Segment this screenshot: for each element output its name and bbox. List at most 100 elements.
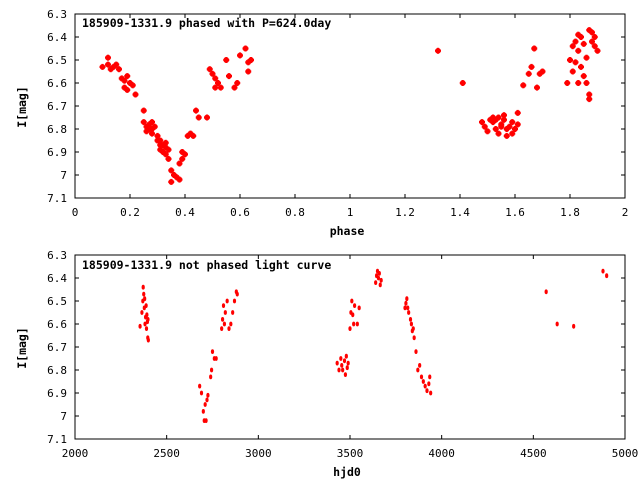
data-point <box>145 312 149 318</box>
phased-light-curve-panel: 185909-1331.9 phased with P=624.0day I[m… <box>15 8 628 238</box>
data-point <box>113 61 120 68</box>
data-point <box>589 29 595 36</box>
data-point <box>204 418 208 423</box>
data-point <box>210 349 215 354</box>
data-point <box>376 275 381 281</box>
y-tick-label: 7 <box>60 169 67 182</box>
data-point <box>578 63 584 70</box>
data-point <box>428 374 432 380</box>
data-point <box>378 282 382 288</box>
data-point <box>605 273 609 279</box>
data-point <box>498 123 505 130</box>
data-point <box>534 84 540 91</box>
data-point <box>190 132 197 139</box>
data-point <box>506 123 513 130</box>
y-tick-label: 7 <box>60 410 67 423</box>
data-point <box>435 47 441 54</box>
data-point <box>206 392 210 398</box>
data-point <box>569 43 576 50</box>
y-axis-label: I[mag] <box>15 327 29 369</box>
data-point <box>343 372 348 377</box>
data-point <box>176 160 183 167</box>
data-point <box>199 390 204 396</box>
data-point <box>572 59 579 66</box>
y-tick-label: 7.1 <box>47 192 67 205</box>
data-point <box>226 73 232 80</box>
x-tick-label: 0.2 <box>120 206 140 219</box>
data-point <box>221 303 226 308</box>
x-tick-label: 0 <box>72 206 79 219</box>
data-point <box>423 383 427 389</box>
data-point <box>215 80 221 86</box>
data-point <box>525 70 532 77</box>
data-point <box>212 84 219 91</box>
data-point <box>425 388 429 394</box>
data-point <box>509 130 516 137</box>
data-point <box>165 146 172 153</box>
y-tick-label: 6.5 <box>47 54 67 67</box>
x-tick-label: 1.4 <box>450 206 470 219</box>
data-point <box>121 77 128 84</box>
data-point <box>481 123 488 130</box>
y-tick-label: 6.7 <box>47 341 67 354</box>
x-tick-label: 0.6 <box>230 206 250 219</box>
y-tick-label: 6.3 <box>47 8 67 21</box>
data-point <box>144 326 149 331</box>
y-tick-label: 7.1 <box>47 433 67 446</box>
data-point <box>575 80 582 86</box>
x-tick-label: 1.8 <box>560 206 580 219</box>
data-point <box>206 66 213 73</box>
data-point <box>198 383 202 389</box>
data-point <box>203 402 207 407</box>
data-point <box>495 114 502 121</box>
y-tick-label: 6.5 <box>47 295 67 308</box>
y-tick-label: 6.6 <box>47 77 67 90</box>
data-point <box>408 317 413 322</box>
data-point <box>124 86 131 93</box>
data-point <box>564 80 571 86</box>
data-point <box>140 310 144 315</box>
data-point <box>179 155 186 162</box>
data-point <box>220 317 225 322</box>
data-point <box>575 47 582 54</box>
x-tick-label: 5000 <box>612 447 639 460</box>
data-point <box>479 119 485 126</box>
data-point <box>586 96 593 103</box>
data-point <box>144 303 148 308</box>
data-point <box>105 54 111 61</box>
x-tick-label: 1 <box>347 206 354 219</box>
data-point <box>501 116 507 123</box>
data-point <box>344 353 348 359</box>
data-point <box>124 73 131 80</box>
data-point <box>209 367 214 373</box>
data-point <box>492 126 499 132</box>
data-point <box>193 107 199 114</box>
data-point <box>227 326 231 331</box>
data-point <box>201 409 205 414</box>
data-point <box>132 91 139 98</box>
data-point <box>231 84 238 91</box>
x-tick-label: 3000 <box>245 447 272 460</box>
x-tick-label: 2 <box>622 206 629 219</box>
data-point <box>352 321 356 327</box>
x-tick-label: 3500 <box>337 447 364 460</box>
data-point <box>237 52 243 59</box>
data-point <box>572 323 576 329</box>
data-point <box>346 360 350 366</box>
data-point <box>157 137 164 144</box>
data-point <box>222 321 227 327</box>
y-tick-label: 6.6 <box>47 318 67 331</box>
x-tick-label: 0.8 <box>285 206 305 219</box>
data-point <box>340 363 344 368</box>
x-tick-label: 4500 <box>520 447 547 460</box>
data-point <box>220 326 224 331</box>
data-point <box>514 109 521 116</box>
data-point <box>583 80 590 86</box>
data-point <box>143 321 147 327</box>
data-point <box>146 317 150 322</box>
data-point <box>335 360 339 366</box>
data-point <box>140 119 147 126</box>
data-point <box>141 284 145 290</box>
data-point <box>204 114 210 121</box>
x-tick-label: 4000 <box>428 447 455 460</box>
